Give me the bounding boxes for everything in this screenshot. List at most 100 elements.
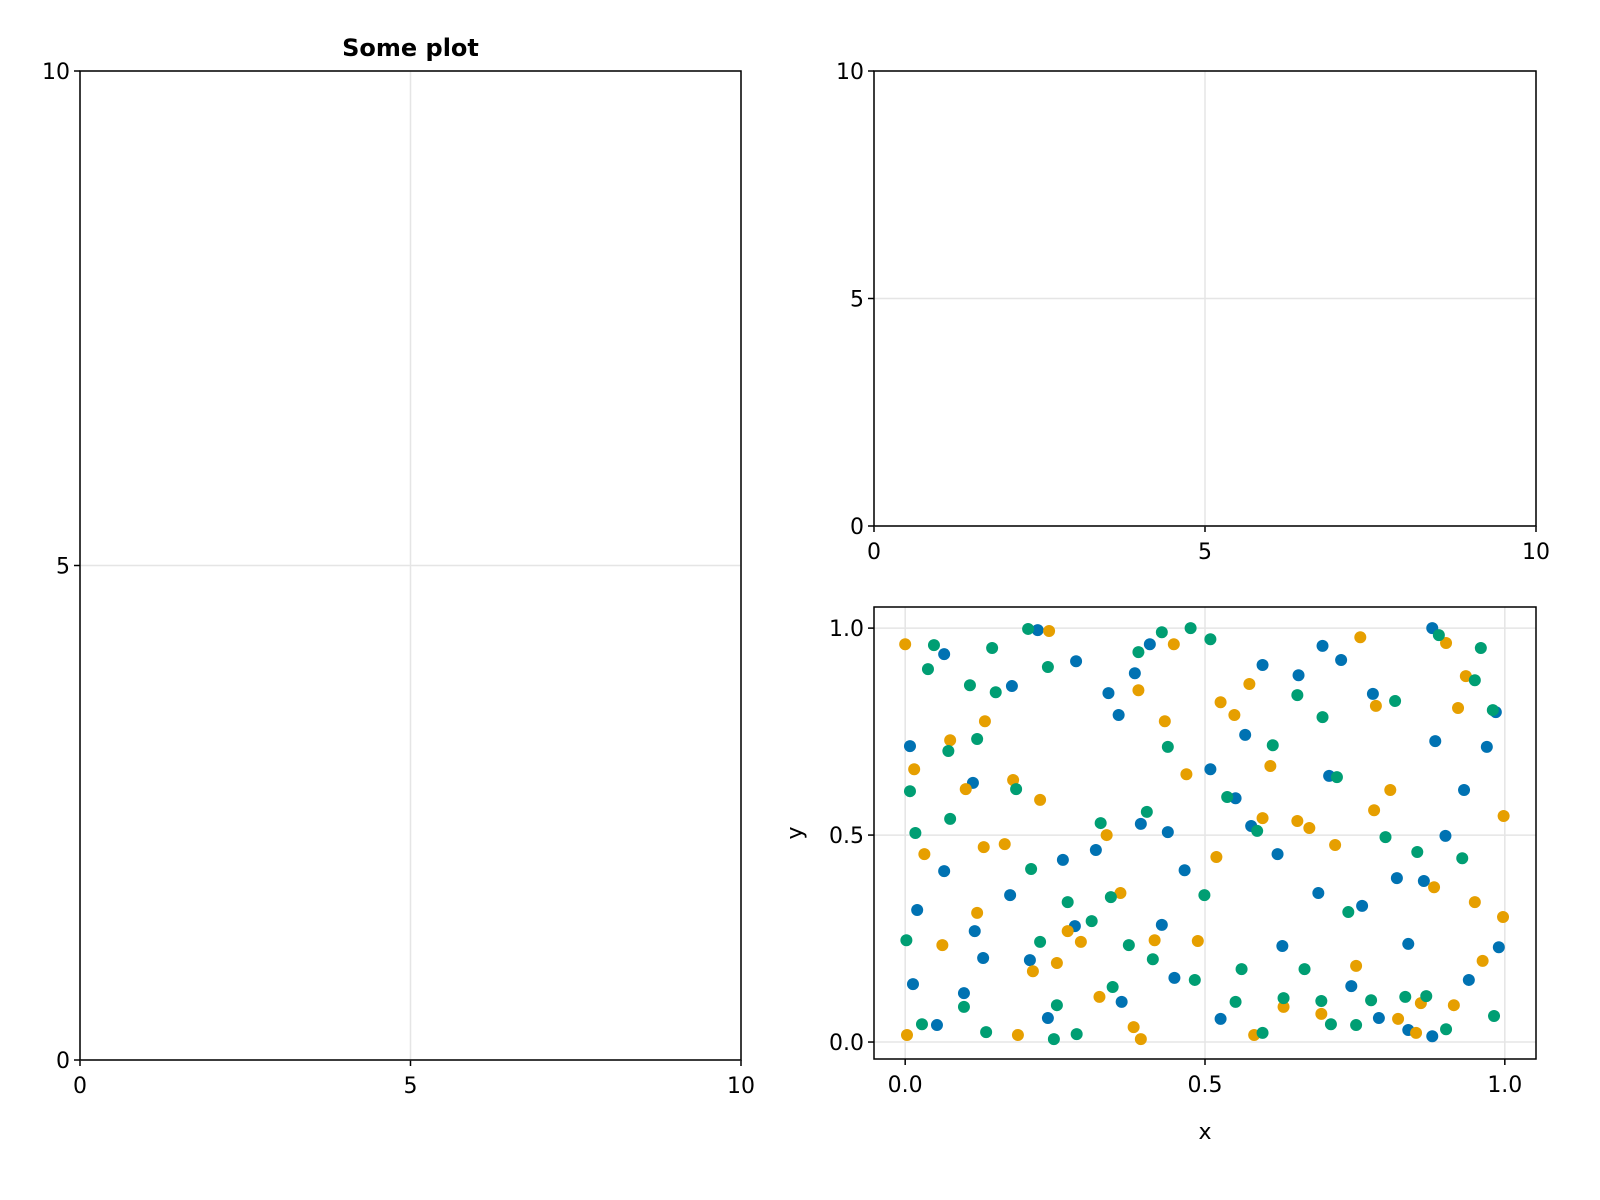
- scatter-point: [1070, 655, 1083, 668]
- x-tick-label: 0.0: [888, 1073, 923, 1098]
- scatter-point: [1167, 638, 1180, 651]
- scatter-point: [918, 848, 931, 861]
- scatter-point: [1497, 810, 1510, 823]
- scatter-point: [980, 1026, 993, 1039]
- scatter-point: [942, 745, 955, 758]
- scatter-point: [963, 679, 976, 692]
- scatter-point: [1312, 887, 1325, 900]
- scatter-point: [1004, 889, 1017, 902]
- scatter-point: [1256, 812, 1269, 825]
- scatter-point: [989, 686, 1002, 699]
- scatter-point: [1420, 990, 1433, 1003]
- scatter-point: [1155, 626, 1168, 639]
- scatter-point: [986, 641, 999, 654]
- scatter-point: [1106, 980, 1119, 993]
- scatter-point: [1114, 887, 1127, 900]
- scatter-point: [1026, 965, 1039, 978]
- y-tick-label: 10: [42, 60, 70, 85]
- x-tick-label: 5: [1198, 540, 1212, 565]
- scatter-point: [1102, 687, 1115, 700]
- y-tick-label: 0: [850, 515, 864, 540]
- scatter-point: [1184, 622, 1197, 635]
- scatter-point: [1256, 658, 1269, 671]
- scatter-point: [1188, 973, 1201, 986]
- y-tick-label: 5: [56, 555, 70, 580]
- scatter-point: [1180, 768, 1193, 781]
- scatter-point: [1023, 954, 1036, 967]
- scatter-point: [1291, 689, 1304, 702]
- scatter-point: [1368, 804, 1381, 817]
- scatter-point: [1007, 774, 1020, 787]
- scatter-point: [971, 906, 984, 919]
- scatter-point: [1402, 937, 1415, 950]
- scatter-point: [1132, 646, 1145, 659]
- x-tick-label: 10: [727, 1074, 755, 1099]
- scatter-point: [906, 978, 919, 991]
- scatter-point: [1140, 805, 1153, 818]
- scatter-point: [1384, 783, 1397, 796]
- scatter-point: [1251, 824, 1264, 837]
- scatter-point: [1410, 1026, 1423, 1039]
- scatter-point: [1034, 793, 1047, 806]
- y-tick-label: 10: [836, 60, 864, 85]
- scatter-point: [1094, 817, 1107, 830]
- scatter-point: [1134, 1033, 1147, 1046]
- scatter-point: [1161, 826, 1174, 839]
- scatter-point: [1330, 771, 1343, 784]
- scatter-point: [1486, 704, 1499, 717]
- scatter-point: [1043, 625, 1056, 638]
- scatter-point: [903, 740, 916, 753]
- scatter-point: [1264, 759, 1277, 772]
- scatter-point: [978, 715, 991, 728]
- scatter-point: [930, 1019, 943, 1032]
- scatter-point: [1492, 941, 1505, 954]
- scatter-point: [1350, 1019, 1363, 1032]
- scatter-point: [1365, 994, 1378, 1007]
- scatter-point: [1025, 863, 1038, 876]
- scatter-point: [1366, 687, 1379, 700]
- scatter-point: [927, 639, 940, 652]
- scatter-point: [908, 763, 921, 776]
- scatter-point: [1143, 638, 1156, 651]
- scatter-point: [1047, 1033, 1060, 1046]
- y-tick-label: 0: [56, 1049, 70, 1074]
- scatter-point: [1390, 872, 1403, 885]
- scatter-point: [1447, 999, 1460, 1012]
- scatter-point: [1041, 1012, 1054, 1025]
- scatter-point: [1056, 853, 1069, 866]
- scatter-point: [1379, 831, 1392, 844]
- scatter-point: [1389, 694, 1402, 707]
- x-tick-label: 0.5: [1188, 1073, 1223, 1098]
- scatter-point: [1239, 728, 1252, 741]
- scatter-point: [1132, 684, 1145, 697]
- scatter-point: [909, 827, 922, 839]
- x-tick-label: 10: [1522, 540, 1550, 565]
- scatter-point: [1243, 677, 1256, 690]
- x-tick-label: 0: [867, 540, 881, 565]
- scatter-point: [1277, 1000, 1290, 1013]
- scatter-point: [1146, 953, 1159, 966]
- scatter-point: [1061, 896, 1074, 909]
- scatter-point: [900, 934, 913, 947]
- scatter-point: [1277, 992, 1290, 1005]
- x-tick-label: 1.0: [1487, 1073, 1522, 1098]
- scatter-point: [1488, 1009, 1501, 1022]
- scatter-point: [1214, 1012, 1227, 1025]
- scatter-point: [1276, 940, 1289, 952]
- y-tick-label: 0.5: [829, 824, 864, 849]
- x-tick-label: 0: [73, 1074, 87, 1099]
- scatter-point: [1298, 963, 1311, 976]
- scatter-point: [959, 783, 972, 796]
- scatter-point: [1061, 925, 1074, 938]
- scatter-point: [1497, 911, 1510, 924]
- scatter-point: [1335, 653, 1348, 666]
- scatter-point: [957, 1000, 970, 1013]
- scatter-point: [1452, 701, 1465, 714]
- scatter-point: [1429, 735, 1442, 748]
- scatter-point: [1168, 971, 1181, 984]
- scatter-point: [1369, 699, 1382, 712]
- y-tick-label: 0.0: [829, 1031, 864, 1056]
- scatter-point: [1392, 1012, 1405, 1025]
- scatter-point: [944, 812, 957, 825]
- scatter-point: [1476, 954, 1489, 967]
